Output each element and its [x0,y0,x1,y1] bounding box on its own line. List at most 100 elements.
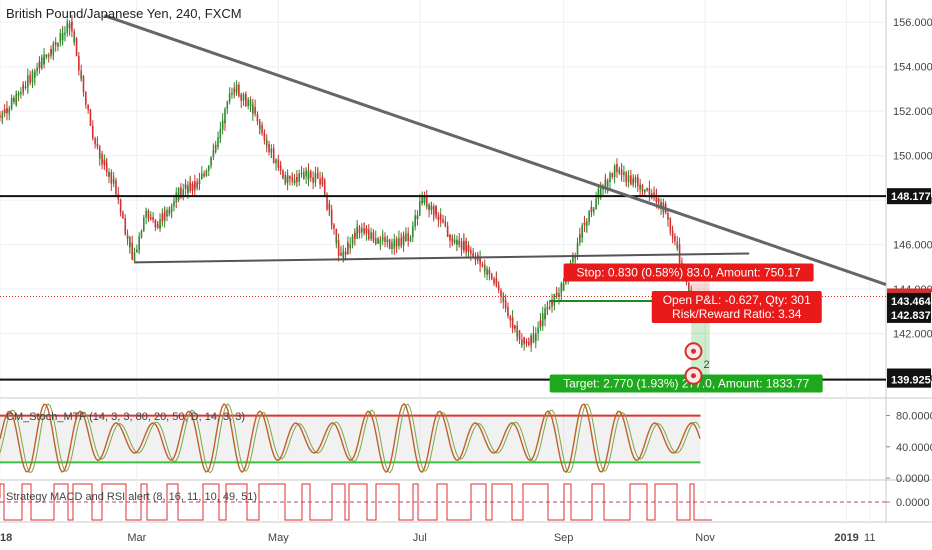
candle-body [136,249,138,251]
candle-body [268,144,270,153]
candle-body [112,179,115,184]
candle-body [17,93,20,96]
price-tag-bg [887,371,931,388]
candle-body [256,118,259,122]
candle-body [409,237,412,241]
axes: 156.000154.000152.000150.000148.000146.0… [0,17,932,544]
candle-body [47,55,50,57]
candle-body [312,180,314,183]
candle-body [163,211,166,216]
candle-body [490,277,493,279]
candle-body [96,144,99,147]
candle-body [539,320,542,327]
candle-body [235,84,238,92]
candle-body [52,43,55,54]
candle-body [372,235,375,241]
main-pane[interactable] [0,0,886,398]
candle-body [198,179,201,184]
candle-body [379,239,382,244]
candle-body [284,174,287,184]
candle-body [481,264,484,266]
candle-body [555,292,558,296]
candle-body [85,92,87,102]
time-tick-label: 11 [864,532,875,544]
candle-body [667,213,669,220]
candle-body [254,112,256,115]
candle-body [54,42,57,45]
candle-body [33,71,36,78]
candle-body [323,194,326,196]
candle-body [138,236,140,247]
stoch-indicator-name: CM_Stoch_MTF (14, 3, 3, 80, 20, 50, D, 1… [6,411,245,423]
candle-body [212,150,215,157]
candle-body [91,132,94,139]
candle-body [439,214,442,220]
candle-body [314,173,317,178]
candle-body [451,237,454,243]
candle-body [291,177,294,181]
candle-body [78,57,80,71]
candle-body [249,104,252,106]
candle-body [623,172,625,174]
price-tick-label: 150.000 [893,151,932,163]
candle-body [444,222,447,227]
chart-title: British Pound/Japanese Yen, 240, FXCM [6,6,242,21]
candle-body [305,171,307,177]
candle-body [518,336,521,340]
candle-body [252,106,254,114]
candle-body [565,280,567,284]
candle-body [500,290,502,297]
candle-body [495,278,498,285]
candle-body [85,101,87,105]
candle-body [546,306,549,310]
candle-body [599,186,602,196]
price-tick-label: 152.000 [893,106,932,118]
drawings[interactable] [0,14,887,381]
candle-body [66,23,69,28]
candle-body [509,318,512,321]
candle-body [333,224,335,229]
candle-body [637,180,639,187]
candle-body [344,252,347,255]
candle-body [177,187,180,201]
stoch-tick-label: 0.0000 [896,473,930,485]
candle-body [254,106,256,113]
candle-body [256,114,259,119]
candle-body [377,242,379,244]
candle-body [94,140,96,144]
candle-body [655,195,658,203]
price-tag-bg [887,306,931,323]
position-tool[interactable]: Stop: 0.830 (0.58%) 83.0, Amount: 750.17… [549,263,823,393]
candle-body [479,258,481,265]
time-tick-label: 2019 [834,532,858,544]
candle-body [423,196,426,203]
candle-body [242,98,245,101]
price-tag-bg [887,188,931,205]
candle-body [170,206,173,211]
candle-body [386,239,389,241]
candle-body [221,128,224,130]
candle-body [226,101,229,108]
candle-body [98,153,101,159]
candle-body [351,236,354,243]
candle-body [184,184,187,188]
candle-body [653,192,655,195]
candle-body [676,244,679,249]
candle-body [620,172,623,175]
candle-body [657,198,660,203]
macd-tick-label: 0.0000 [896,497,930,509]
candle-body [263,134,266,141]
candle-body [395,243,398,246]
candle-body [212,150,215,153]
candle-body [579,234,581,243]
candle-body [363,228,365,234]
candle-body [80,76,82,79]
candle-body [367,235,370,239]
candle-body [330,221,333,225]
candle-body [119,206,122,213]
time-tick-label: May [268,532,289,544]
candle-body [604,180,607,189]
candle-body [228,93,231,99]
candle-body [161,214,164,221]
